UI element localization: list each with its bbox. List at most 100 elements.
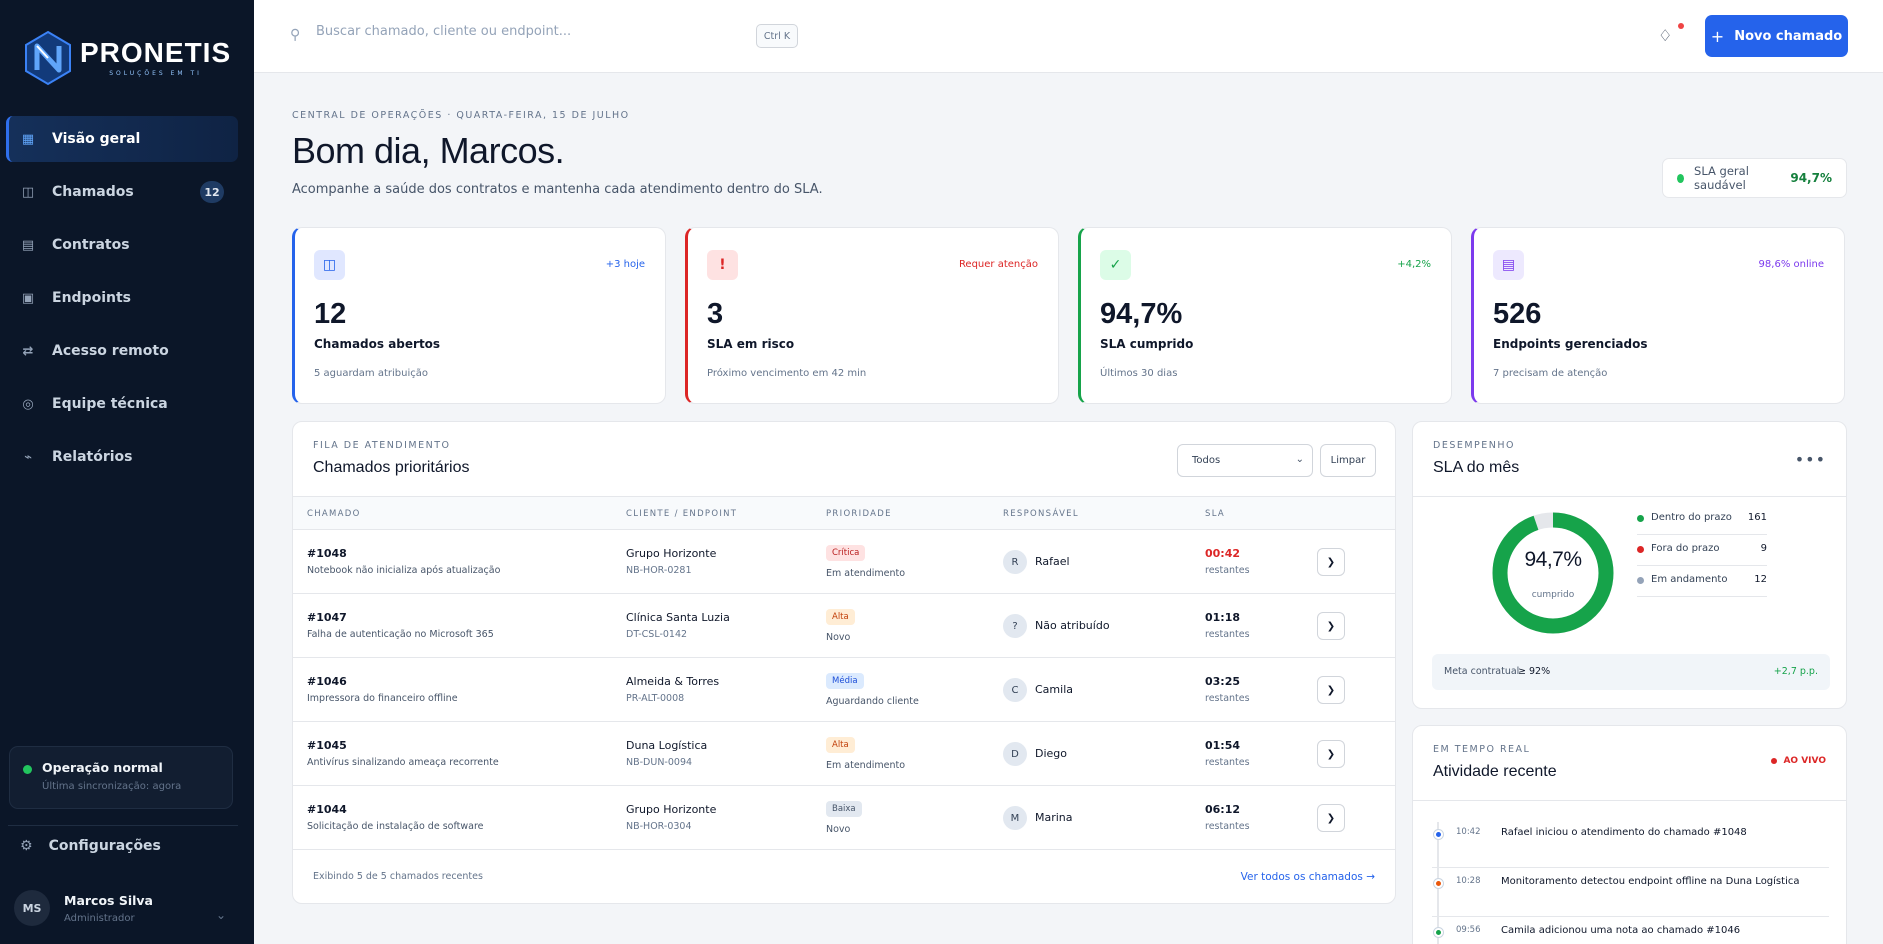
endpoint-code: PR-ALT-0008 bbox=[626, 693, 685, 704]
kpi-tag: 98,6% online bbox=[1758, 259, 1824, 270]
monitor-icon: ▣ bbox=[21, 290, 35, 306]
avatar: R bbox=[1003, 550, 1027, 574]
kpi-label: Endpoints gerenciados bbox=[1493, 337, 1648, 351]
clear-filter-button[interactable]: Limpar bbox=[1320, 444, 1376, 477]
kpi-subtext: 7 precisam de atenção bbox=[1493, 368, 1608, 379]
legend-label: Dentro do prazo bbox=[1651, 512, 1732, 523]
donut-label: cumprido bbox=[1531, 590, 1575, 600]
kpi-card-chamados-abertos[interactable]: ◫ +3 hoje 12 Chamados abertos 5 aguardam… bbox=[292, 227, 666, 404]
column-header: CHAMADO bbox=[307, 509, 361, 519]
legend-label: Fora do prazo bbox=[1651, 543, 1720, 554]
ticket-status: Novo bbox=[826, 632, 851, 643]
ticket-id: #1047 bbox=[307, 611, 347, 624]
priority-badge: Crítica bbox=[826, 545, 866, 561]
arrows-icon: ⇄ bbox=[22, 343, 34, 359]
filter-value: Todos bbox=[1192, 455, 1221, 466]
kpi-card-sla-cumprido[interactable]: ✓ +4,2% 94,7% SLA cumprido Últimos 30 di… bbox=[1078, 227, 1452, 404]
endpoint-code: NB-HOR-0304 bbox=[626, 821, 692, 832]
legend-value: 161 bbox=[1747, 512, 1767, 523]
logo-icon bbox=[25, 30, 71, 86]
table-row[interactable]: #1044 Solicitação de instalação de softw… bbox=[293, 786, 1395, 850]
sla-status-dot bbox=[1677, 173, 1685, 183]
activity-time: 09:56 bbox=[1456, 925, 1481, 935]
live-label: AO VIVO bbox=[1783, 756, 1826, 766]
chevron-down-icon[interactable]: ⌄ bbox=[216, 908, 227, 922]
kpi-card-endpoints[interactable]: ▤ 98,6% online 526 Endpoints gerenciados… bbox=[1471, 227, 1845, 404]
ticket-description: Notebook não inicializa após atualização bbox=[307, 565, 501, 576]
recent-activity-panel: EM TEMPO REAL Atividade recente AO VIVO … bbox=[1412, 725, 1847, 944]
timeline-dot bbox=[1434, 928, 1443, 937]
open-ticket-button[interactable]: ❯ bbox=[1317, 676, 1345, 704]
brand-name: PRONETIS bbox=[80, 37, 232, 68]
brand-logo[interactable]: PRONETIS SOLUÇÕES EM TI bbox=[24, 30, 231, 86]
sidebar-item-visao-geral[interactable]: ▦ Visão geral bbox=[6, 116, 238, 162]
sidebar-divider bbox=[8, 825, 238, 826]
table-header: CHAMADO CLIENTE / ENDPOINT PRIORIDADE RE… bbox=[293, 496, 1395, 530]
open-ticket-button[interactable]: ❯ bbox=[1317, 548, 1345, 576]
topbar: ⚲ Ctrl K ♢ + Novo chamado bbox=[254, 0, 1883, 73]
sla-remaining-label: restantes bbox=[1205, 629, 1250, 640]
client-name: Grupo Horizonte bbox=[626, 803, 717, 816]
priority-badge: Média bbox=[826, 673, 864, 689]
bell-icon[interactable]: ♢ bbox=[1658, 26, 1673, 45]
search-input[interactable] bbox=[316, 24, 696, 39]
kpi-card-sla-em-risco[interactable]: ! Requer atenção 3 SLA em risco Próximo … bbox=[685, 227, 1059, 404]
column-header: CLIENTE / ENDPOINT bbox=[626, 509, 738, 519]
sidebar-item-label: Endpoints bbox=[52, 290, 131, 306]
priority-badge: Alta bbox=[826, 609, 855, 625]
sla-time: 03:25 bbox=[1205, 675, 1241, 688]
column-header: PRIORIDADE bbox=[826, 509, 892, 519]
document-icon: ▤ bbox=[21, 237, 35, 253]
live-indicator: AO VIVO bbox=[1771, 756, 1826, 766]
client-name: Almeida & Torres bbox=[626, 675, 720, 688]
more-options-icon[interactable]: ••• bbox=[1794, 450, 1826, 469]
client-name: Duna Logística bbox=[626, 739, 708, 752]
activity-item[interactable]: 10:28 Monitoramento detectou endpoint of… bbox=[1432, 868, 1829, 917]
table-row[interactable]: #1047 Falha de autenticação no Microsoft… bbox=[293, 594, 1395, 658]
kpi-subtext: Últimos 30 dias bbox=[1100, 368, 1178, 379]
sidebar-item-acesso-remoto[interactable]: ⇄ Acesso remoto bbox=[6, 328, 238, 374]
sidebar-item-chamados[interactable]: ◫ Chamados 12 bbox=[6, 169, 238, 215]
kpi-label: SLA cumprido bbox=[1100, 337, 1194, 351]
legend-dot bbox=[1637, 546, 1644, 553]
view-all-tickets-link[interactable]: Ver todos os chamados → bbox=[1240, 871, 1375, 883]
sla-remaining-label: restantes bbox=[1205, 565, 1250, 576]
check-icon: ✓ bbox=[1100, 250, 1131, 280]
ticket-status: Em atendimento bbox=[826, 760, 906, 771]
sla-health-label: SLA geral saudável bbox=[1694, 164, 1749, 192]
queue-title: Chamados prioritários bbox=[313, 459, 470, 476]
activity-item[interactable]: 09:56 Camila adicionou uma nota ao chama… bbox=[1432, 917, 1829, 944]
open-ticket-button[interactable]: ❯ bbox=[1317, 612, 1345, 640]
kpi-value: 12 bbox=[314, 298, 347, 330]
alert-icon: ! bbox=[707, 250, 738, 280]
open-ticket-button[interactable]: ❯ bbox=[1317, 740, 1345, 768]
ticket-id: #1048 bbox=[307, 547, 347, 560]
open-ticket-button[interactable]: ❯ bbox=[1317, 804, 1345, 832]
chevron-down-icon: ⌄ bbox=[1295, 454, 1304, 465]
page-title: Bom dia, Marcos. bbox=[292, 130, 565, 171]
sidebar-item-label: Acesso remoto bbox=[52, 343, 169, 359]
activity-item[interactable]: 10:42 Rafael iniciou o atendimento do ch… bbox=[1432, 819, 1829, 868]
chart-icon: ⌁ bbox=[24, 449, 32, 465]
sidebar-item-equipe-tecnica[interactable]: ◎ Equipe técnica bbox=[6, 381, 238, 427]
user-menu[interactable]: MS Marcos Silva Administrador bbox=[14, 890, 153, 926]
sla-time: 00:42 bbox=[1205, 547, 1241, 560]
contract-target-bar: Meta contratual ≥ 92% +2,7 p.p. bbox=[1432, 654, 1830, 690]
server-icon: ▤ bbox=[1493, 250, 1524, 280]
sidebar-item-contratos[interactable]: ▤ Contratos bbox=[6, 222, 238, 268]
table-row[interactable]: #1048 Notebook não inicializa após atual… bbox=[293, 530, 1395, 594]
table-row[interactable]: #1046 Impressora do financeiro offline A… bbox=[293, 658, 1395, 722]
new-ticket-button[interactable]: + Novo chamado bbox=[1705, 15, 1848, 57]
queue-footer-count: Exibindo 5 de 5 chamados recentes bbox=[313, 871, 483, 882]
sidebar-item-configuracoes[interactable]: ⚙ Configurações bbox=[20, 838, 161, 854]
table-row[interactable]: #1045 Antivírus sinalizando ameaça recor… bbox=[293, 722, 1395, 786]
sidebar-item-relatorios[interactable]: ⌁ Relatórios bbox=[6, 434, 238, 480]
divider bbox=[1413, 496, 1846, 497]
client-name: Grupo Horizonte bbox=[626, 547, 717, 560]
timeline-dot bbox=[1434, 879, 1443, 888]
queue-filter-select[interactable]: Todos ⌄ bbox=[1177, 444, 1313, 477]
meta-value: ≥ 92% bbox=[1518, 666, 1551, 677]
endpoint-code: NB-DUN-0094 bbox=[626, 757, 693, 768]
activity-time: 10:28 bbox=[1456, 876, 1481, 886]
sidebar-item-endpoints[interactable]: ▣ Endpoints bbox=[6, 275, 238, 321]
